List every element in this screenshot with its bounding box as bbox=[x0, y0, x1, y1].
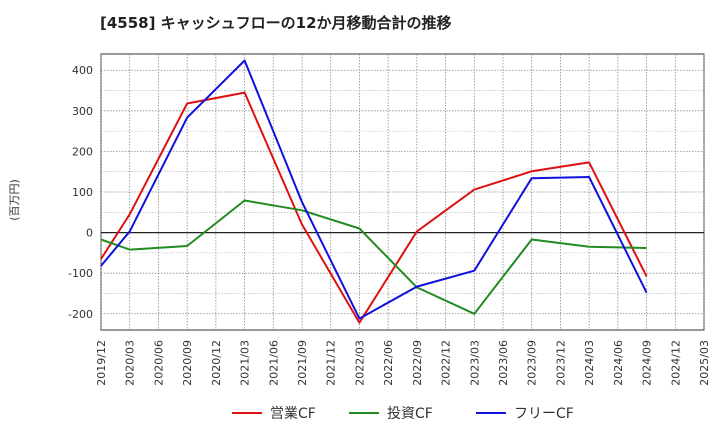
x-tick-label: 2021/06 bbox=[267, 340, 280, 386]
legend-label: 投資CF bbox=[387, 406, 433, 422]
series-line bbox=[100, 59, 648, 320]
x-tick-label: 2024/12 bbox=[669, 340, 682, 386]
x-tick-label: 2024/09 bbox=[641, 340, 654, 386]
series-line bbox=[100, 199, 647, 315]
x-tick-label: 2025/03 bbox=[698, 340, 711, 386]
x-tick-label: 2021/12 bbox=[325, 340, 338, 386]
x-tick-label: 2019/12 bbox=[95, 340, 108, 386]
x-tick-label: 2020/03 bbox=[124, 340, 137, 386]
x-tick-label: 2020/06 bbox=[152, 340, 165, 386]
x-tick-label: 2023/09 bbox=[526, 340, 539, 386]
chart-title: [4558] キャッシュフローの12か月移動合計の推移 bbox=[100, 14, 452, 32]
y-tick-label: -200 bbox=[68, 308, 93, 321]
x-tick-labels: 2019/12 2020/03 2020/06 2020/09 2020/12 2021/… bbox=[95, 340, 711, 386]
x-tick-label: 2020/09 bbox=[181, 340, 194, 386]
y-axis-label: (百万円) bbox=[8, 179, 21, 221]
x-tick-label: 2022/12 bbox=[440, 340, 453, 386]
x-tick-label: 2020/12 bbox=[210, 340, 223, 386]
legend-label: フリーCF bbox=[514, 406, 574, 422]
y-tick-label: 200 bbox=[72, 145, 93, 158]
series-lines bbox=[100, 59, 648, 324]
legend: 営業CF 投資CF フリーCF bbox=[232, 406, 574, 422]
series-line bbox=[100, 91, 648, 324]
y-tick-label: 100 bbox=[72, 186, 93, 199]
legend-label: 営業CF bbox=[270, 406, 316, 422]
x-tick-label: 2022/09 bbox=[411, 340, 424, 386]
x-tick-label: 2023/03 bbox=[468, 340, 481, 386]
x-tick-label: 2021/03 bbox=[239, 340, 252, 386]
x-tick-label: 2022/06 bbox=[382, 340, 395, 386]
gridlines bbox=[100, 54, 705, 330]
x-tick-label: 2023/06 bbox=[497, 340, 510, 386]
x-tick-label: 2022/03 bbox=[353, 340, 366, 386]
x-tick-label: 2024/03 bbox=[583, 340, 596, 386]
x-tick-label: 2023/12 bbox=[554, 340, 567, 386]
y-tick-labels: -200 -100 0 100 200 300 400 bbox=[68, 64, 93, 321]
x-tick-label: 2021/09 bbox=[296, 340, 309, 386]
y-tick-label: 400 bbox=[72, 64, 93, 77]
y-tick-label: -100 bbox=[68, 267, 93, 280]
x-tick-label: 2024/06 bbox=[612, 340, 625, 386]
y-tick-label: 0 bbox=[86, 227, 93, 240]
y-tick-label: 300 bbox=[72, 105, 93, 118]
